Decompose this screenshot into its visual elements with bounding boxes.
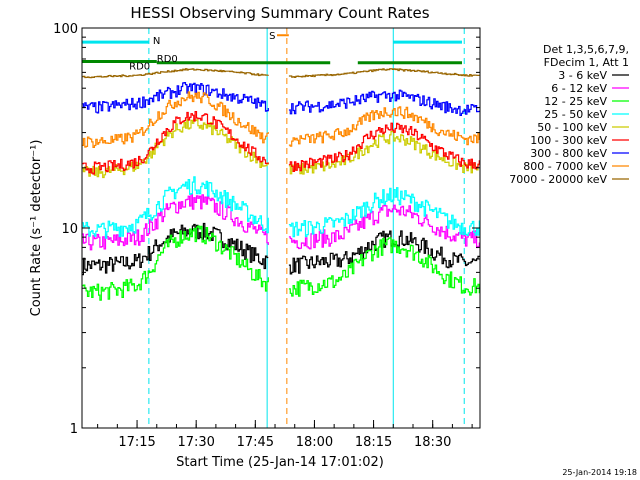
legend-header: FDecim 1, Att 1 xyxy=(544,56,629,69)
legend-entry: 800 - 7000 keV xyxy=(523,160,607,173)
legend-entry: 100 - 300 keV xyxy=(530,134,607,147)
y-tick-label: 1 xyxy=(70,422,78,437)
series-line xyxy=(82,193,480,251)
legend-entry: 12 - 25 keV xyxy=(544,95,607,108)
series-layer xyxy=(82,68,480,301)
series-line xyxy=(82,82,480,116)
y-axis: 1 10 100 xyxy=(53,22,480,437)
series-line xyxy=(82,68,480,79)
x-tick-label: 17:15 xyxy=(118,435,155,450)
series-line xyxy=(82,176,480,239)
x-axis-label: Start Time (25-Jan-14 17:01:02) xyxy=(176,455,384,470)
flag-s-label: S xyxy=(269,31,275,42)
x-tick-label: 18:15 xyxy=(355,435,392,450)
legend-entry: 50 - 100 keV xyxy=(537,121,607,134)
y-axis-label: Count Rate (s⁻¹ detector⁻¹) xyxy=(29,140,44,317)
series-line xyxy=(82,91,480,148)
legend-entry: 25 - 50 keV xyxy=(544,108,607,121)
timestamp: 25-Jan-2014 19:18 xyxy=(562,468,637,477)
flag-rd0-label: RD0 xyxy=(129,61,150,72)
x-tick-label: 18:30 xyxy=(414,435,451,450)
legend-entry: 300 - 800 keV xyxy=(530,147,607,160)
legend-entry: 3 - 6 keV xyxy=(558,69,607,82)
series-line xyxy=(82,225,480,301)
legend-header: Det 1,3,5,6,7,9, xyxy=(543,43,629,56)
legend-entry: 6 - 12 keV xyxy=(551,82,607,95)
y-tick-label: 100 xyxy=(53,22,78,37)
x-tick-label: 17:30 xyxy=(177,435,214,450)
plot-frame xyxy=(81,27,481,429)
chart-title: HESSI Observing Summary Count Rates xyxy=(130,4,429,22)
y-tick-label: 10 xyxy=(61,222,78,237)
series-line xyxy=(82,111,480,175)
x-tick-label: 17:45 xyxy=(237,435,274,450)
legend-entry: 7000 - 20000 keV xyxy=(509,173,607,186)
x-axis: 17:15 17:30 17:45 18:00 18:15 18:30 xyxy=(97,420,473,450)
flag-n-label: N xyxy=(153,36,160,47)
series-line xyxy=(82,222,480,276)
x-tick-label: 18:00 xyxy=(296,435,333,450)
flag-rd0-label: RD0 xyxy=(157,54,178,65)
legend: Det 1,3,5,6,7,9,FDecim 1, Att 13 - 6 keV… xyxy=(509,43,629,186)
flag-bars: N RD0 RD0 S xyxy=(82,31,462,72)
